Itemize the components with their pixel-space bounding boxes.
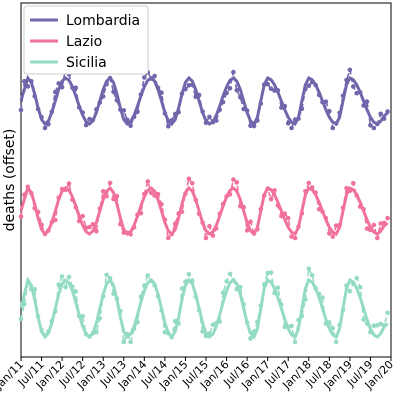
series-point xyxy=(289,234,294,239)
legend-label-sicilia: Sicilia xyxy=(66,55,107,71)
series-point xyxy=(128,339,133,345)
series-point xyxy=(378,111,384,117)
series-point xyxy=(248,219,253,224)
series-point xyxy=(94,228,99,234)
series-point xyxy=(87,224,92,230)
series-point xyxy=(18,107,24,113)
series-point xyxy=(268,196,274,202)
series-point xyxy=(368,123,373,128)
series-point xyxy=(121,339,127,345)
series-point xyxy=(207,223,212,229)
series-point xyxy=(248,336,253,341)
series-point xyxy=(330,125,336,131)
series-point xyxy=(148,190,154,196)
series-point xyxy=(330,234,336,239)
series-point xyxy=(224,279,229,284)
series-point xyxy=(152,73,157,79)
series-point xyxy=(347,288,353,294)
series-point xyxy=(289,323,294,329)
series-point xyxy=(351,181,356,186)
series-point xyxy=(371,222,377,228)
series-point xyxy=(56,282,61,287)
series-point xyxy=(207,114,212,120)
series-point xyxy=(107,180,113,186)
series-point xyxy=(292,339,298,345)
series-point xyxy=(275,285,281,291)
series-point xyxy=(73,289,79,294)
series-point xyxy=(306,266,312,272)
series-point xyxy=(268,86,274,91)
series-point xyxy=(66,181,72,186)
series-point xyxy=(268,270,274,275)
series-point xyxy=(248,123,253,129)
series-point xyxy=(18,316,24,322)
series-point xyxy=(142,75,147,80)
series-point xyxy=(100,189,106,194)
x-axis: Jan/11Jul/11Jan/12Jul/12Jan/13Jul/13Jan/… xyxy=(0,357,396,392)
series-point xyxy=(354,90,360,96)
legend-label-lombardia: Lombardia xyxy=(66,13,140,29)
series-point xyxy=(166,235,171,241)
series-point xyxy=(227,85,233,91)
series-fit-line xyxy=(19,74,389,127)
series-point xyxy=(333,339,339,345)
series-point xyxy=(210,233,216,238)
series-point xyxy=(371,125,377,131)
series-point xyxy=(385,215,390,221)
series-point xyxy=(361,317,366,323)
series-point xyxy=(42,125,48,131)
legend: Lombardia Lazio Sicilia xyxy=(23,5,149,75)
series-point xyxy=(234,180,240,185)
series-point xyxy=(357,284,363,290)
series-point xyxy=(285,121,291,126)
series-point xyxy=(186,83,192,88)
series-fit-line xyxy=(19,184,389,237)
series-fit-line xyxy=(19,276,389,340)
series-point xyxy=(59,274,65,279)
series-point xyxy=(351,84,356,89)
series-point xyxy=(330,326,336,331)
series-point xyxy=(186,176,192,182)
series-point xyxy=(306,180,312,186)
series-point xyxy=(385,310,390,316)
legend-frame xyxy=(23,5,149,75)
series-point xyxy=(234,88,240,93)
series-layer xyxy=(18,66,390,346)
y-axis-label: deaths (offset) xyxy=(2,129,18,232)
series-point xyxy=(104,272,109,278)
series-point xyxy=(292,235,298,241)
series-point xyxy=(94,329,99,335)
series-point xyxy=(378,221,384,226)
series-point xyxy=(190,181,195,186)
series-point xyxy=(227,271,233,277)
series-point xyxy=(354,275,360,281)
series-point xyxy=(231,177,236,182)
series-point xyxy=(186,271,192,277)
series-point xyxy=(203,235,209,241)
series-point xyxy=(371,323,377,329)
series-point xyxy=(145,273,151,278)
series-point xyxy=(66,274,72,280)
series-point xyxy=(265,270,271,276)
series-point xyxy=(309,272,315,278)
series-point xyxy=(63,284,68,290)
series-point xyxy=(375,235,380,241)
series-point xyxy=(320,295,325,300)
series-point xyxy=(128,123,133,129)
series-point xyxy=(289,125,294,131)
series-point xyxy=(285,215,291,221)
legend-label-lazio: Lazio xyxy=(66,34,102,50)
series-point xyxy=(347,67,353,73)
series-point xyxy=(18,214,24,219)
series-point xyxy=(166,124,171,129)
series-point xyxy=(231,69,236,75)
series-point xyxy=(80,213,85,219)
series-point xyxy=(327,231,332,236)
series-point xyxy=(145,179,151,184)
series-point xyxy=(306,83,312,88)
